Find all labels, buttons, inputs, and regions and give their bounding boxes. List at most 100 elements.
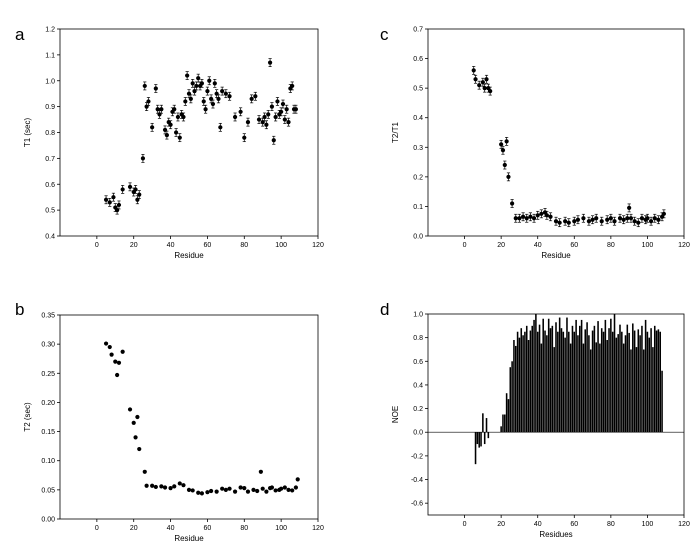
x-axis-title: Residues: [539, 530, 572, 539]
data-point: [220, 89, 225, 94]
data-point: [177, 481, 182, 486]
bar: [505, 393, 508, 433]
y-tick-label: 1.0: [45, 78, 55, 85]
data-point: [115, 372, 120, 378]
y-tick-label: 0.5: [45, 208, 55, 215]
bar: [522, 335, 524, 433]
data-point: [150, 483, 155, 488]
data-point: [168, 122, 173, 127]
data-point: [196, 76, 201, 81]
data-point: [150, 125, 155, 130]
data-point: [172, 484, 177, 489]
data-point: [264, 122, 269, 127]
data-point: [625, 216, 630, 221]
data-point: [142, 83, 147, 89]
bar: [633, 330, 636, 433]
bar: [478, 432, 480, 448]
data-point: [632, 219, 637, 224]
data-point: [127, 407, 133, 412]
data-point: [205, 490, 210, 495]
panel-b: b 0 20 40 60 80 100 120 0.00 0.05 0.10 0.15 0.20 0.2…: [15, 300, 324, 543]
y-tick-label: -0.6: [411, 501, 423, 508]
data-point: [199, 81, 204, 86]
data-point: [140, 156, 146, 161]
data-point: [111, 195, 116, 200]
data-point: [227, 486, 232, 491]
data-point: [177, 135, 182, 140]
bar: [544, 330, 546, 433]
data-point: [242, 486, 247, 491]
data-point: [639, 216, 645, 221]
data-point: [645, 216, 650, 221]
bar: [580, 319, 583, 433]
bar: [536, 331, 539, 433]
x-tick-label: 40: [534, 521, 542, 528]
data-point: [183, 99, 188, 104]
bar: [546, 335, 548, 433]
data-point: [238, 109, 243, 114]
panel-d: d 0 20 40 60 80 100 120 -0.6 -0.4 -0.2 0.0 0.2 0.4 0.…: [380, 300, 690, 539]
data-point: [159, 484, 164, 489]
y-tick-label: 0.0: [413, 430, 423, 437]
bar: [613, 314, 616, 433]
data-point: [548, 214, 553, 219]
bar: [655, 330, 658, 433]
data-point: [238, 485, 243, 490]
bar: [516, 331, 519, 433]
bar: [573, 331, 576, 433]
panel-label-a: a: [15, 25, 25, 44]
data-point: [146, 99, 151, 104]
bar: [619, 324, 621, 433]
data-point: [510, 201, 515, 206]
data-point: [586, 219, 592, 224]
x-tick-label: 60: [570, 521, 578, 528]
bar: [524, 331, 526, 433]
bar: [558, 317, 561, 433]
data-point: [107, 344, 112, 350]
y-tick-label: 0.7: [413, 27, 423, 34]
data-point: [266, 112, 271, 117]
bar: [518, 337, 521, 433]
x-tick-label: 80: [240, 525, 248, 532]
y-tick-label: 1.1: [45, 52, 55, 59]
data-point: [499, 142, 504, 147]
x-tick-label: 20: [130, 242, 138, 249]
x-tick-label: 60: [204, 525, 212, 532]
data-point: [175, 114, 181, 120]
x-tick-label: 100: [275, 242, 287, 249]
data-point: [103, 341, 109, 346]
data-point: [480, 80, 485, 85]
data-point: [174, 130, 179, 135]
panel-a: a 0 20 40 60 80 100 120 0.4 0.5 0.6 0.7 0.8 0.9 1.0 1.…: [15, 25, 324, 260]
data-point: [260, 486, 265, 491]
data-point: [648, 219, 654, 224]
data-point: [253, 94, 258, 99]
y-tick-label: 0.2: [413, 406, 423, 413]
data-point: [293, 485, 298, 490]
data-point: [120, 187, 125, 192]
data-point: [275, 99, 280, 104]
y-tick-label: 0.05: [41, 487, 55, 494]
data-point: [232, 114, 238, 120]
bar: [529, 330, 532, 433]
data-point: [599, 219, 604, 224]
y-tick-label: -0.4: [411, 477, 423, 484]
data-point: [127, 184, 133, 189]
bar: [566, 317, 568, 433]
bar: [653, 325, 656, 433]
bar: [509, 367, 512, 433]
bar: [578, 325, 581, 433]
x-tick-label: 0: [95, 242, 99, 249]
y-axis-title: T2/T1: [391, 122, 400, 143]
bar: [582, 343, 585, 433]
data-point: [471, 68, 476, 73]
bar: [482, 413, 484, 433]
bar: [639, 335, 641, 433]
data-point: [172, 107, 177, 112]
bar: [646, 331, 649, 433]
bar: [659, 331, 662, 433]
data-point: [162, 485, 168, 490]
data-point: [482, 86, 487, 91]
x-tick-label: 100: [275, 525, 287, 532]
